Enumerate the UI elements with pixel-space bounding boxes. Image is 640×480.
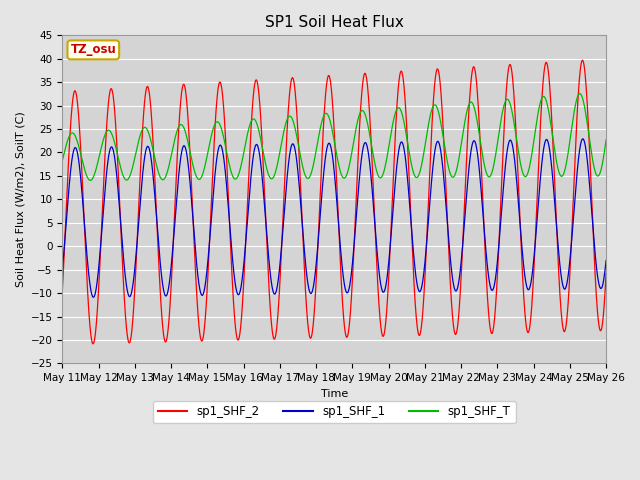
sp1_SHF_1 [58,267,66,273]
sp1_SHF_1 [533,218,541,224]
sp1_SHF_T [533,117,541,122]
Line: sp1_SHF_T: sp1_SHF_T [62,94,606,180]
sp1_SHF_2 [533,198,541,204]
sp1_SHF_T [58,158,66,164]
sp1_SHF_2 [89,341,97,347]
sp1_SHF_T [592,170,600,176]
sp1_SHF_1 [153,217,161,223]
sp1_SHF_T [576,91,584,96]
sp1_SHF_2 [291,84,298,89]
Line: sp1_SHF_2: sp1_SHF_2 [62,60,606,344]
sp1_SHF_T [120,176,128,181]
Legend: sp1_SHF_2, sp1_SHF_1, sp1_SHF_T: sp1_SHF_2, sp1_SHF_1, sp1_SHF_T [153,401,515,423]
X-axis label: Time: Time [321,389,348,399]
Y-axis label: Soil Heat Flux (W/m2), SoilT (C): Soil Heat Flux (W/m2), SoilT (C) [15,111,25,287]
Text: TZ_osu: TZ_osu [70,43,116,56]
sp1_SHF_1 [90,294,97,300]
sp1_SHF_T [291,123,298,129]
sp1_SHF_T [267,176,275,181]
Line: sp1_SHF_1: sp1_SHF_1 [62,139,606,297]
sp1_SHF_T [153,163,161,169]
sp1_SHF_2 [58,289,66,295]
sp1_SHF_1 [267,276,275,282]
sp1_SHF_1 [592,257,600,263]
sp1_SHF_1 [602,258,610,264]
sp1_SHF_1 [291,144,298,150]
sp1_SHF_2 [120,298,128,304]
sp1_SHF_2 [602,271,610,276]
Title: SP1 Soil Heat Flux: SP1 Soil Heat Flux [265,15,404,30]
sp1_SHF_T [602,137,610,143]
sp1_SHF_T [86,178,94,183]
sp1_SHF_1 [579,136,587,142]
sp1_SHF_2 [579,57,586,63]
sp1_SHF_2 [592,283,600,288]
sp1_SHF_1 [120,265,128,271]
sp1_SHF_2 [153,217,161,223]
sp1_SHF_2 [267,315,275,321]
